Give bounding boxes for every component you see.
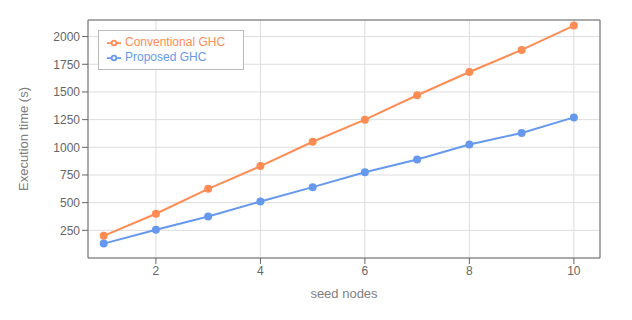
svg-text:500: 500 <box>60 196 80 210</box>
svg-text:750: 750 <box>60 168 80 182</box>
html-text:Proposed GHC: Proposed GHC <box>125 49 207 64</box>
svg-text:1750: 1750 <box>53 58 80 72</box>
svg-text:4: 4 <box>257 264 264 278</box>
html-text:Conventional GHC: Conventional GHC <box>125 35 226 49</box>
svg-text:1500: 1500 <box>53 85 80 99</box>
svg-text:10: 10 <box>567 264 581 278</box>
svg-text:Execution time (s): Execution time (s) <box>16 87 31 191</box>
svg-text:2: 2 <box>153 264 160 278</box>
svg-text:1000: 1000 <box>53 141 80 155</box>
svg-text:1250: 1250 <box>53 113 80 127</box>
svg-text:2000: 2000 <box>53 30 80 44</box>
svg-text:8: 8 <box>466 264 473 278</box>
svg-text:250: 250 <box>60 224 80 238</box>
svg-text:6: 6 <box>362 264 369 278</box>
svg-text:seed nodes: seed nodes <box>310 286 378 301</box>
